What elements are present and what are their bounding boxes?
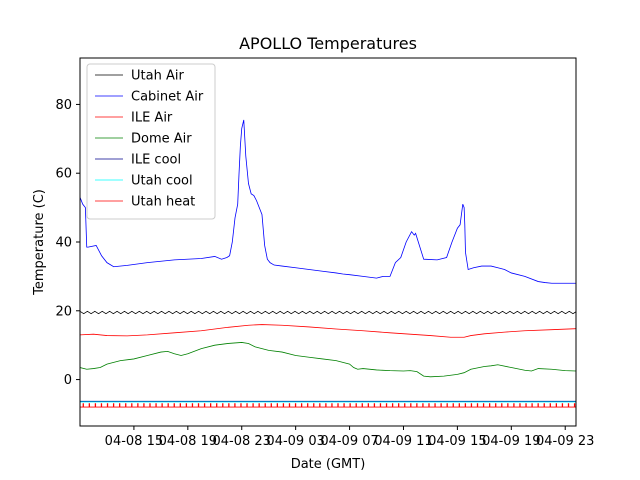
chart-title: APOLLO Temperatures xyxy=(239,34,417,53)
legend-label-ile-air: ILE Air xyxy=(131,111,173,126)
legend-label-cabinet-air: Cabinet Air xyxy=(131,90,204,105)
y-tick-label: 0 xyxy=(64,373,72,388)
legend-label-dome-air: Dome Air xyxy=(131,132,192,147)
x-tick-label: 04-09 03 xyxy=(266,434,324,449)
series-line-ile-air xyxy=(80,324,576,338)
x-tick-label: 04-09 07 xyxy=(320,434,378,449)
legend-label-utah-heat: Utah heat xyxy=(131,195,195,210)
x-tick-label: 04-08 19 xyxy=(159,434,217,449)
x-tick-label: 04-09 19 xyxy=(482,434,540,449)
series-line-cabinet-air xyxy=(80,119,576,284)
series-line-utah-heat xyxy=(80,403,576,408)
x-axis-label: Date (GMT) xyxy=(291,457,366,472)
x-tick-label: 04-08 15 xyxy=(105,434,163,449)
legend: Utah Air Cabinet Air ILE Air Dome Air ILE co… xyxy=(86,63,216,220)
y-tick-label: 60 xyxy=(55,167,72,182)
y-tick-label: 80 xyxy=(55,98,72,113)
x-tick-label: 04-09 15 xyxy=(428,434,486,449)
x-tick-label: 04-08 23 xyxy=(213,434,271,449)
x-tick-label: 04-09 23 xyxy=(536,434,594,449)
series-line-dome-air xyxy=(80,342,576,378)
y-axis-label: Temperature (C) xyxy=(32,189,47,296)
y-tick-label: 20 xyxy=(55,304,72,319)
legend-label-utah-cool: Utah cool xyxy=(131,174,193,189)
legend-label-ile-cool: ILE cool xyxy=(131,153,181,168)
legend-label-utah-air: Utah Air xyxy=(131,69,184,84)
series-line-utah-air xyxy=(80,310,576,315)
x-tick-label: 04-09 11 xyxy=(374,434,432,449)
y-tick-label: 40 xyxy=(55,236,72,251)
